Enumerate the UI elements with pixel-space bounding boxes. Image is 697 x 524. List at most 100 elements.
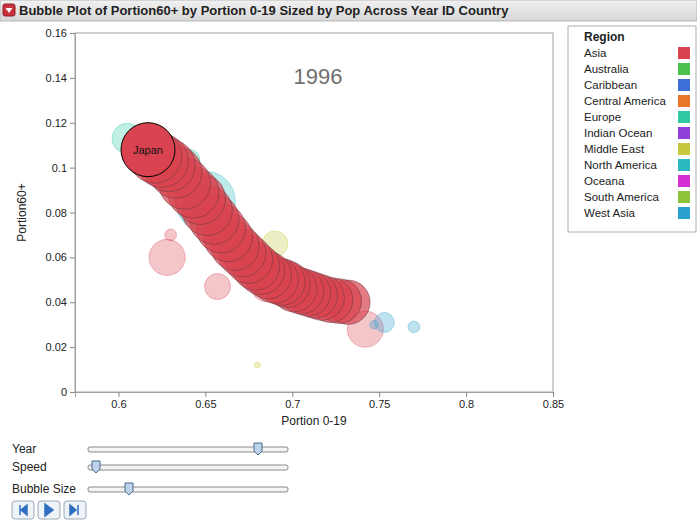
- tick: 0.85: [543, 392, 564, 410]
- tick-label: 0.7: [285, 398, 300, 410]
- legend-swatch[interactable]: [678, 47, 690, 59]
- bubble[interactable]: [255, 362, 261, 368]
- tick: 0: [61, 386, 75, 398]
- tick-label: 0.85: [543, 398, 564, 410]
- tick-mark: [553, 392, 554, 397]
- button-icon: [20, 505, 27, 515]
- legend-title: Region: [584, 30, 625, 44]
- legend-swatch[interactable]: [678, 191, 690, 203]
- legend-label[interactable]: West Asia: [584, 207, 636, 219]
- tick: 0.08: [46, 207, 75, 219]
- tick: 0.14: [46, 72, 75, 84]
- tick: 0.1: [52, 162, 75, 174]
- tick-label: 0.65: [195, 398, 216, 410]
- tick-mark: [70, 302, 75, 303]
- legend-label[interactable]: Central America: [584, 95, 666, 107]
- tick: 0.04: [46, 296, 75, 308]
- legend-swatch[interactable]: [678, 79, 690, 91]
- tick-label: 0.75: [369, 398, 390, 410]
- title: Bubble Plot of Portion60+ by Portion 0-1…: [19, 3, 509, 18]
- tick-mark: [70, 78, 75, 79]
- tick-mark: [70, 123, 75, 124]
- step-back-button[interactable]: [12, 501, 34, 519]
- tick-label: 0.04: [46, 296, 67, 308]
- legend: Region Asia Australia Caribbean Central Amer…: [568, 26, 696, 232]
- tick-mark: [205, 392, 206, 397]
- slider-thumb[interactable]: [92, 461, 100, 473]
- marks: [112, 123, 420, 368]
- legend-swatch[interactable]: [678, 143, 690, 155]
- legend-swatch[interactable]: [678, 111, 690, 123]
- bubble[interactable]: [205, 274, 231, 300]
- slider-label: Year: [12, 442, 36, 456]
- slider-label: Bubble Size: [12, 482, 76, 496]
- bubble[interactable]: [149, 239, 185, 275]
- header-bar: [0, 0, 697, 21]
- tick-mark: [118, 392, 119, 397]
- slider-track[interactable]: [88, 465, 288, 470]
- legend-swatch[interactable]: [678, 127, 690, 139]
- x-axis-title: Portion 0-19: [281, 414, 347, 428]
- tick-label: 0.12: [46, 117, 67, 129]
- tick-label: 0.06: [46, 251, 67, 263]
- tick-mark: [70, 168, 75, 169]
- tick-label: 0: [61, 386, 67, 398]
- tick-label: 0.16: [46, 27, 67, 39]
- menu-icon: [6, 8, 13, 13]
- x-axis: 0.6 0.65 0.7 0.75 0.8 0.85: [76, 392, 565, 410]
- tick-mark: [70, 33, 75, 34]
- bubble[interactable]: [165, 229, 177, 241]
- tick-mark: [70, 347, 75, 348]
- tick-mark: [70, 213, 75, 214]
- tick-label: 0.8: [459, 398, 474, 410]
- menu-button[interactable]: [3, 4, 15, 16]
- tick: 0.02: [46, 341, 75, 353]
- axis-line: [70, 34, 76, 393]
- tick-label: 0.1: [52, 162, 67, 174]
- y-axis: 0 0.02 0.04 0.06 0.08 0.1 0.12 0.14 0.16: [46, 27, 76, 398]
- step-forward-button[interactable]: [64, 501, 86, 519]
- tick-label: 0.14: [46, 72, 67, 84]
- legend-label[interactable]: Asia: [584, 47, 607, 59]
- legend-swatch[interactable]: [678, 95, 690, 107]
- button-icon: [70, 505, 78, 515]
- legend-label[interactable]: Indian Ocean: [584, 127, 652, 139]
- tick-mark: [292, 392, 293, 397]
- bubble[interactable]: [370, 321, 378, 329]
- legend-swatch[interactable]: [678, 159, 690, 171]
- legend-swatch[interactable]: [678, 207, 690, 219]
- highlight-bubble[interactable]: [121, 123, 175, 177]
- legend-label[interactable]: North America: [584, 159, 657, 171]
- tick: 0.8: [459, 392, 474, 410]
- tick-mark: [70, 257, 75, 258]
- y-axis-title: Portion60+: [15, 183, 29, 241]
- slider-track[interactable]: [88, 487, 288, 492]
- plot-frame: [75, 33, 553, 392]
- slider-thumb[interactable]: [125, 483, 133, 495]
- legend-swatch[interactable]: [678, 175, 690, 187]
- bubble[interactable]: [408, 321, 420, 333]
- legend-label[interactable]: South America: [584, 191, 659, 203]
- legend-label[interactable]: Europe: [584, 111, 621, 123]
- tick-mark: [70, 392, 75, 393]
- slider-thumb[interactable]: [254, 443, 262, 455]
- tick: 0.65: [195, 392, 216, 410]
- tick: 0.12: [46, 117, 75, 129]
- year-annotation: 1996: [294, 64, 343, 89]
- legend-label[interactable]: Middle East: [584, 143, 645, 155]
- tick: 0.16: [46, 27, 75, 39]
- axis-line: [76, 393, 554, 398]
- legend-swatch[interactable]: [678, 63, 690, 75]
- legend-label[interactable]: Oceana: [584, 175, 625, 187]
- legend-box: [568, 26, 696, 232]
- tick-label: 0.08: [46, 207, 67, 219]
- tick-mark: [379, 392, 380, 397]
- tick: 0.06: [46, 251, 75, 263]
- button-icon: [45, 504, 53, 516]
- play-button[interactable]: [38, 501, 60, 519]
- tick: 0.75: [369, 392, 390, 410]
- chart: Bubble Plot of Portion60+ by Portion 0-1…: [0, 0, 697, 524]
- legend-label[interactable]: Caribbean: [584, 79, 637, 91]
- tick-label: 0.6: [111, 398, 126, 410]
- legend-label[interactable]: Australia: [584, 63, 629, 75]
